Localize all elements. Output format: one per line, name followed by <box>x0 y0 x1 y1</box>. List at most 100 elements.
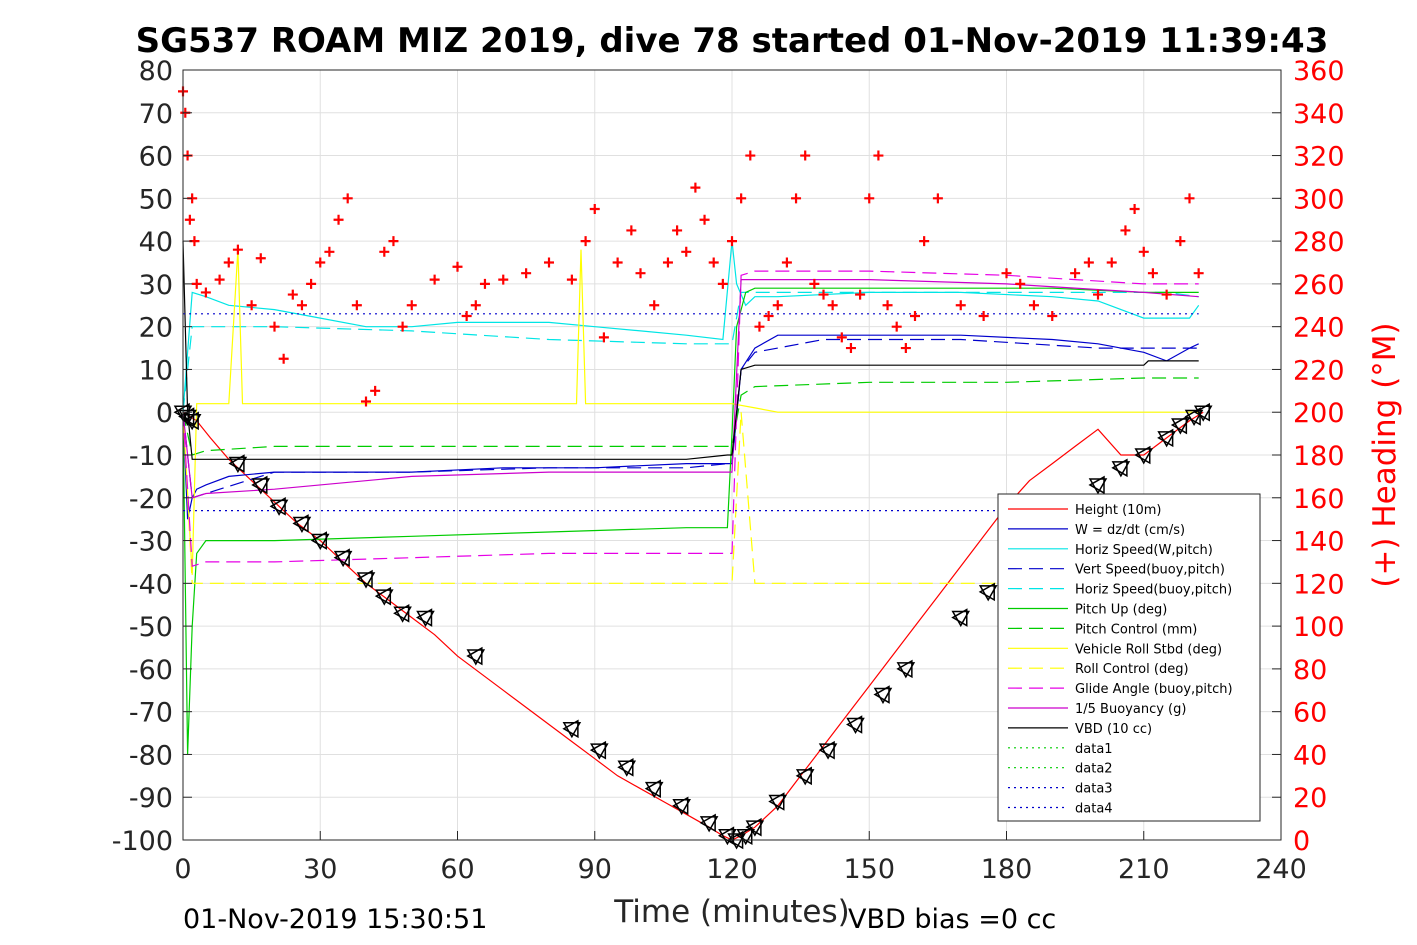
legend-entry: Pitch Up (deg) <box>1075 603 1167 618</box>
triangle-down <box>393 606 412 623</box>
x-tick-label: 120 <box>706 854 758 885</box>
y-tick-label: -10 <box>129 441 173 472</box>
depth-marker <box>393 603 412 623</box>
heading-point <box>1184 193 1195 204</box>
series-line-7 <box>182 249 1199 575</box>
x-tick-label: 240 <box>1255 854 1307 885</box>
heading-point <box>1083 257 1094 268</box>
heading-point <box>1015 278 1026 289</box>
triangle-down <box>672 799 691 816</box>
heading-point <box>498 274 509 285</box>
x-ticks: 0 30 60 90 120 150 180 210 240 <box>174 831 1307 885</box>
legend-entry: data2 <box>1075 762 1113 777</box>
heading-point <box>361 396 371 407</box>
triangle-down <box>846 717 865 735</box>
heading-point <box>955 300 966 311</box>
y-tick-label: 10 <box>139 355 173 386</box>
depth-marker <box>699 813 719 833</box>
triangle-down <box>375 589 394 606</box>
triangle-left <box>745 817 762 837</box>
legend-entry: Vehicle Roll Stbd (deg) <box>1075 642 1222 657</box>
heading-point <box>649 300 660 311</box>
triangle-left <box>182 411 199 431</box>
depth-marker <box>333 548 353 568</box>
heading-point <box>845 343 856 354</box>
y-right-tick-label: 100 <box>1293 612 1345 643</box>
heading-point <box>818 289 829 300</box>
heading-point <box>397 321 408 332</box>
legend: Height (10m) W = dz/dt (cm/s) Horiz Speed(… <box>997 493 1261 822</box>
x-axis-label: Time (minutes) <box>613 894 849 930</box>
triangle-down <box>699 816 719 833</box>
depth-marker <box>228 454 248 474</box>
depth-marker <box>951 608 971 628</box>
heading-point <box>882 300 893 311</box>
triangle-down <box>818 743 838 760</box>
heading-point <box>836 332 847 343</box>
heading-point <box>1138 246 1149 257</box>
heading-point <box>479 278 490 289</box>
triangle-left <box>1111 458 1128 478</box>
heading-point <box>1193 268 1204 279</box>
heading-point <box>662 257 673 268</box>
y-right-tick-label: 180 <box>1293 441 1345 472</box>
triangle-down <box>416 610 435 628</box>
series-line-1 <box>182 334 1199 520</box>
depth-marker <box>1184 407 1204 427</box>
triangle-left <box>374 586 392 606</box>
series-line-5 <box>182 287 1199 755</box>
series-line-10 <box>182 279 1199 499</box>
triangle-left <box>562 719 579 739</box>
triangle-left <box>1193 402 1210 422</box>
y-tick-label: -40 <box>129 569 173 600</box>
triangle-left <box>1134 445 1151 465</box>
depth-marker <box>818 740 838 760</box>
heading-point <box>626 225 637 236</box>
y-tick-label: -50 <box>129 612 173 643</box>
triangle-down <box>617 760 637 777</box>
triangle-down <box>1184 409 1204 427</box>
triangle-down <box>356 572 376 589</box>
triangle-down <box>1111 461 1131 478</box>
heading-point <box>873 150 884 161</box>
depth-marker <box>1111 458 1131 478</box>
y-tick-label: -90 <box>129 783 173 814</box>
triangle-left <box>415 608 433 627</box>
depth-marker <box>795 766 815 786</box>
heading-point <box>589 204 600 215</box>
triangle-down <box>727 833 746 850</box>
heading-point <box>287 289 298 300</box>
heading-point <box>827 300 838 311</box>
heading-point <box>315 257 326 268</box>
heading-point <box>1147 268 1158 279</box>
heading-point <box>470 300 481 311</box>
triangle-down <box>1193 405 1213 422</box>
heading-point <box>191 278 202 289</box>
y-right-tick-label: 280 <box>1293 227 1345 258</box>
depth-marker <box>1157 428 1176 448</box>
triangle-left <box>768 792 785 811</box>
depth-marker <box>846 715 865 735</box>
triangle-down <box>333 550 353 568</box>
triangle-down <box>768 794 788 812</box>
y-tick-label: 0 <box>156 398 173 429</box>
depth-marker <box>1193 402 1213 422</box>
y-right-tick-label: 120 <box>1293 569 1345 600</box>
triangle-left <box>978 582 995 602</box>
triangle-left <box>1184 407 1201 426</box>
heading-point <box>342 193 353 204</box>
triangle-left <box>589 740 607 760</box>
heading-point <box>978 310 989 321</box>
legend-entry: W = dz/dt (cm/s) <box>1075 523 1185 538</box>
series-line-6 <box>182 377 1199 456</box>
triangle-left <box>1157 428 1174 448</box>
x-tick-label: 90 <box>578 854 612 885</box>
y-right-ticks: 3603403203002802602402202001801601401201… <box>1272 56 1345 857</box>
triangle-left <box>333 548 350 567</box>
triangle-down <box>896 662 916 679</box>
depth-marker <box>251 475 271 495</box>
heading-point <box>214 274 225 285</box>
heading-point <box>919 236 930 247</box>
heading-point <box>544 257 554 268</box>
depth-marker <box>466 646 486 666</box>
